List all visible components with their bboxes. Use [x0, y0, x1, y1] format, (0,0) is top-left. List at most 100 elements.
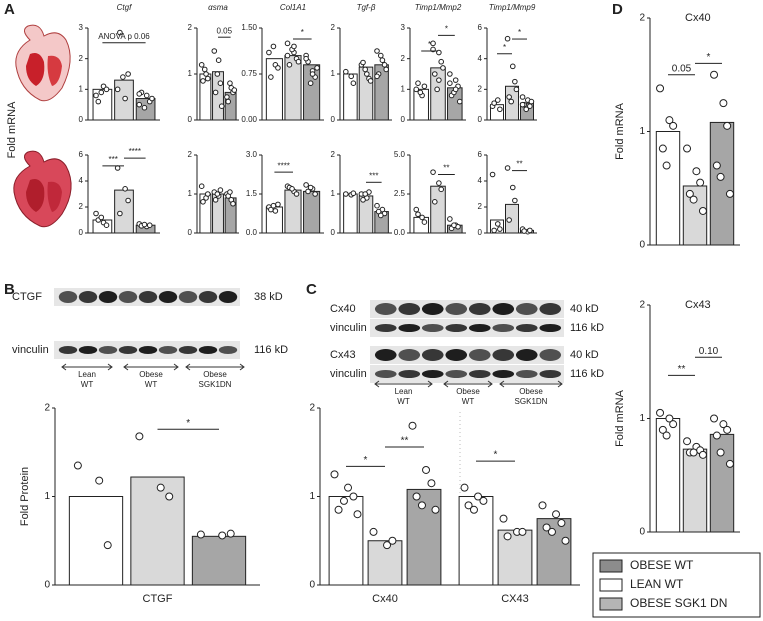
y-tick-label: 6	[478, 23, 483, 32]
y-tick-label: 4	[478, 54, 483, 63]
data-point	[383, 66, 389, 73]
y-tick-label: 1	[188, 189, 193, 198]
data-point	[117, 210, 123, 217]
data-point	[547, 527, 556, 536]
blot-band	[515, 370, 538, 378]
bar	[303, 190, 321, 234]
data-point	[438, 58, 445, 65]
y-tick-label: 2	[188, 150, 193, 159]
blot-band	[515, 349, 538, 361]
blot-band	[468, 349, 491, 361]
data-point	[508, 98, 515, 105]
data-point	[343, 68, 349, 75]
y-tick-label: 1	[639, 413, 645, 424]
data-point	[421, 83, 428, 90]
y-tick-label: 6	[478, 150, 483, 159]
y-tick-label: 2	[401, 54, 406, 63]
y-tick-label: 0.00	[241, 115, 257, 124]
data-point	[275, 201, 281, 208]
data-point	[205, 75, 211, 82]
significance-label: *	[503, 43, 506, 52]
data-point	[141, 104, 148, 111]
data-point	[506, 217, 512, 223]
data-point	[725, 459, 734, 468]
data-point	[419, 214, 425, 221]
blot-band	[421, 349, 444, 361]
data-point	[692, 167, 701, 176]
data-point	[95, 476, 104, 485]
data-point	[307, 184, 314, 191]
y-tick-label: 1	[188, 69, 193, 78]
blot-label: Cx43	[330, 349, 356, 361]
y-tick-label: 0.0	[246, 228, 258, 237]
y-tick-label: 1	[44, 491, 50, 502]
y-tick-label: 0.75	[241, 69, 257, 78]
data-point	[499, 514, 508, 523]
blot-size: 116 kD	[254, 344, 288, 356]
significance-label: **	[443, 164, 449, 173]
blot-band	[492, 349, 515, 361]
significance-label: ****	[129, 147, 141, 156]
data-point	[146, 222, 153, 228]
data-point	[350, 190, 357, 197]
bar	[284, 55, 302, 121]
y-tick-label: 0	[309, 580, 315, 591]
panel-label: D	[612, 1, 623, 18]
data-point	[205, 191, 211, 197]
data-point	[227, 80, 233, 86]
significance-label: ***	[109, 155, 118, 164]
data-point	[217, 187, 224, 193]
panel-label: B	[4, 281, 15, 298]
data-point	[266, 49, 272, 56]
data-point	[270, 202, 277, 209]
y-tick-label: 4	[79, 176, 84, 185]
data-point	[225, 98, 231, 105]
y-tick-label: 0	[401, 115, 406, 124]
x-tick-label: Cx40	[372, 593, 398, 605]
group-label: Obese	[139, 370, 163, 379]
blot-band	[468, 303, 491, 315]
heart-icon	[15, 24, 71, 102]
group-label: WT	[145, 380, 158, 389]
significance-label: ANOVA p 0.06	[98, 32, 150, 41]
group-arrow	[374, 380, 433, 388]
blot-size: 116 kD	[570, 368, 604, 380]
data-point	[512, 197, 518, 204]
data-point	[436, 77, 442, 83]
group-label: WT	[397, 397, 410, 406]
data-point	[716, 172, 725, 181]
data-point	[509, 184, 516, 191]
data-point	[231, 87, 238, 93]
y-tick-label: 3	[79, 23, 84, 32]
data-point	[512, 78, 518, 85]
data-point	[447, 80, 453, 86]
data-point	[211, 48, 218, 54]
data-point	[669, 121, 678, 130]
data-point	[353, 510, 362, 519]
data-point	[712, 431, 721, 440]
chart-title: Tgf-β	[357, 3, 376, 12]
data-point	[367, 78, 374, 84]
bar	[709, 121, 735, 246]
bar	[682, 185, 708, 246]
data-point	[360, 59, 366, 66]
data-point	[513, 86, 520, 93]
y-tick-label: 0.0	[394, 228, 406, 237]
legend-label: LEAN WT	[630, 577, 684, 591]
y-tick-label: 0	[188, 115, 193, 124]
blot-band	[468, 370, 491, 378]
blot-size: 38 kD	[254, 291, 283, 303]
blot-band	[98, 291, 118, 303]
data-point	[201, 66, 208, 73]
data-point	[669, 420, 678, 429]
data-point	[417, 501, 426, 510]
bar	[497, 529, 533, 586]
blot-band	[445, 349, 468, 361]
y-tick-label: 1	[639, 126, 645, 137]
data-point	[552, 510, 561, 519]
blot-band	[218, 291, 238, 303]
blot-band	[218, 346, 238, 354]
blot-band	[539, 303, 562, 315]
y-tick-label: 1	[309, 491, 315, 502]
